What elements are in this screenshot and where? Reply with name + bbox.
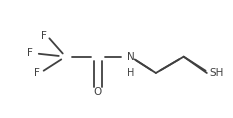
Text: F: F bbox=[34, 68, 40, 78]
Text: H: H bbox=[127, 68, 134, 78]
Text: O: O bbox=[94, 87, 102, 97]
Text: SH: SH bbox=[209, 68, 223, 78]
Text: F: F bbox=[41, 31, 47, 41]
Text: N: N bbox=[127, 52, 134, 62]
Text: F: F bbox=[27, 48, 33, 58]
